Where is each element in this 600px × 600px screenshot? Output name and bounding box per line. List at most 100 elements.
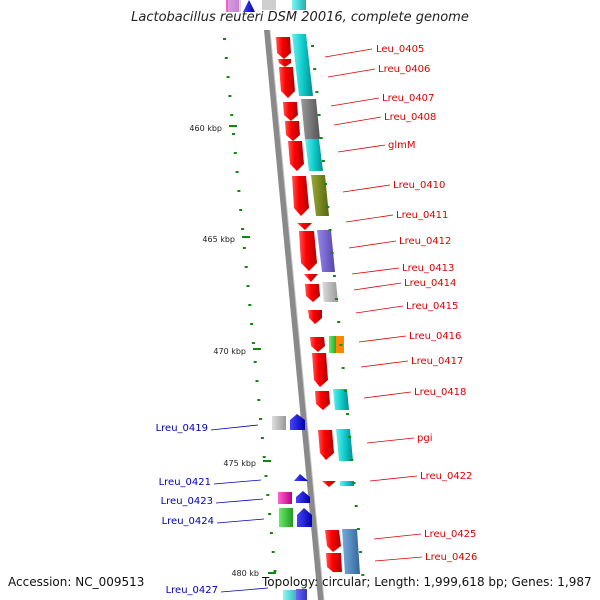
svg-text:470 kbp: 470 kbp bbox=[213, 347, 246, 356]
gene-0426-arrow bbox=[326, 553, 342, 572]
gene-label-0427[interactable]: Lreu_0427 bbox=[166, 585, 218, 596]
feature-top-cyan bbox=[292, 0, 306, 10]
forward-gene-labels: Leu_0405 Lreu_0406 Lreu_0407 Lreu_0408 g… bbox=[324, 44, 477, 563]
gene-0413-arrow bbox=[304, 274, 318, 282]
gene-label-0423[interactable]: Lreu_0423 bbox=[161, 496, 213, 507]
reverse-features bbox=[272, 414, 312, 600]
gc-skew-mark bbox=[346, 413, 349, 415]
gc-skew-mark bbox=[246, 285, 250, 287]
gene-label-0411[interactable]: Lreu_0411 bbox=[396, 210, 448, 221]
gc-skew-mark bbox=[269, 532, 273, 534]
gc-skew-mark bbox=[311, 45, 314, 47]
gc-skew-mark bbox=[223, 38, 226, 40]
gene-label-pgi[interactable]: pgi bbox=[417, 433, 432, 444]
gc-skew-mark bbox=[226, 76, 230, 78]
gc-skew-mark bbox=[273, 570, 277, 572]
gene-label-0418[interactable]: Lreu_0418 bbox=[414, 387, 466, 398]
gene-label-0410[interactable]: Lreu_0410 bbox=[393, 180, 445, 191]
gene-label-0413[interactable]: Lreu_0413 bbox=[402, 263, 454, 274]
scale-tick-480: 480 kb bbox=[231, 569, 276, 578]
gc-skew-mark bbox=[337, 321, 341, 323]
gc-skew-mark bbox=[324, 183, 328, 185]
svg-text:475 kbp: 475 kbp bbox=[223, 459, 256, 468]
gene-label-0424[interactable]: Lreu_0424 bbox=[162, 516, 214, 527]
gene-label-0408[interactable]: Lreu_0408 bbox=[384, 112, 436, 123]
gene-label-0422[interactable]: Lreu_0422 bbox=[420, 471, 472, 482]
gc-skew-mark bbox=[343, 390, 347, 392]
gc-skew-mark bbox=[354, 505, 358, 507]
gc-skew-mark bbox=[339, 344, 343, 346]
genome-backbone bbox=[264, 30, 324, 600]
gene-0411-arrow bbox=[297, 223, 312, 230]
gc-skew-mark bbox=[348, 436, 352, 438]
gc-skew-mark bbox=[352, 482, 356, 484]
gene-label-0415[interactable]: Lreu_0415 bbox=[406, 301, 458, 312]
gc-skew-mark bbox=[330, 252, 334, 254]
gene-label-0416[interactable]: Lreu_0416 bbox=[409, 331, 461, 342]
gc-skew-mark bbox=[268, 513, 272, 515]
gc-skew-mark bbox=[241, 228, 245, 230]
svg-text:480 kb: 480 kb bbox=[231, 569, 259, 578]
gene-label-glmM[interactable]: glmM bbox=[388, 140, 416, 151]
gc-skew-mark bbox=[259, 418, 263, 420]
scale-tick-460: 460 kbp bbox=[189, 124, 237, 133]
gene-0406-arrow bbox=[278, 59, 291, 67]
gc-skew-mark bbox=[326, 206, 330, 208]
gc-skew-mark bbox=[271, 551, 275, 553]
scale-tick-470: 470 kbp bbox=[213, 347, 261, 356]
accession-text: Accession: NC_009513 bbox=[8, 575, 145, 589]
gene-glmM-arrow bbox=[288, 141, 304, 171]
gc-skew-mark bbox=[321, 160, 325, 162]
gc-skew-mark bbox=[228, 95, 232, 97]
gene-label-0406[interactable]: Lreu_0406 bbox=[378, 64, 430, 75]
gene-label-0419[interactable]: Lreu_0419 bbox=[156, 423, 208, 434]
gc-skew-mark bbox=[237, 190, 241, 192]
gc-skew-mark bbox=[341, 367, 345, 369]
gene-label-0417[interactable]: Lreu_0417 bbox=[411, 356, 463, 367]
gene-label-0405[interactable]: Leu_0405 bbox=[376, 44, 424, 55]
gene-0408-arrow bbox=[285, 121, 300, 141]
gene-0406b-arrow bbox=[279, 67, 295, 98]
feature-top-gray bbox=[262, 0, 276, 10]
gc-skew-track bbox=[223, 38, 365, 576]
gene-0414-arrow bbox=[305, 284, 320, 302]
gc-skew-mark bbox=[260, 437, 264, 439]
gene-0412-arrow bbox=[299, 231, 317, 271]
gc-skew-mark bbox=[257, 399, 261, 401]
gc-skew-mark bbox=[244, 266, 248, 268]
gc-skew-mark bbox=[224, 57, 228, 59]
gene-label-0412[interactable]: Lreu_0412 bbox=[399, 236, 451, 247]
scale-tick-475: 475 kbp bbox=[223, 459, 271, 468]
gc-skew-mark bbox=[248, 304, 252, 306]
gene-label-0425[interactable]: Lreu_0425 bbox=[424, 529, 476, 540]
scale-tick-465: 465 kbp bbox=[202, 235, 250, 244]
gene-0407-arrow bbox=[283, 102, 298, 121]
gc-skew-mark bbox=[235, 171, 239, 173]
gene-label-0414[interactable]: Lreu_0414 bbox=[404, 278, 456, 289]
gc-skew-mark bbox=[328, 229, 332, 231]
feature-top-lavender bbox=[228, 0, 241, 12]
gc-skew-mark bbox=[242, 247, 246, 249]
gene-pgi-arrow bbox=[318, 430, 334, 460]
gc-skew-mark bbox=[319, 137, 323, 139]
gc-skew-mark bbox=[239, 209, 243, 211]
gene-0405-arrow bbox=[276, 37, 291, 59]
gene-0415-arrow bbox=[308, 310, 322, 324]
gene-label-0407[interactable]: Lreu_0407 bbox=[382, 93, 434, 104]
gc-skew-mark bbox=[335, 298, 338, 300]
cog-blocks bbox=[283, 34, 360, 600]
gene-0410-arrow bbox=[292, 176, 309, 216]
gc-skew-mark bbox=[264, 475, 268, 477]
gene-label-0421[interactable]: Lreu_0421 bbox=[159, 477, 211, 488]
gc-skew-mark bbox=[232, 133, 235, 135]
gc-skew-mark bbox=[233, 152, 237, 154]
svg-text:465 kbp: 465 kbp bbox=[202, 235, 235, 244]
gene-0417-arrow bbox=[312, 353, 328, 387]
gene-0425-arrow bbox=[325, 530, 341, 552]
arrow-top-reverse bbox=[243, 0, 255, 12]
gene-label-0426[interactable]: Lreu_0426 bbox=[425, 552, 477, 563]
gc-skew-mark bbox=[251, 342, 255, 344]
gc-skew-mark bbox=[315, 91, 319, 93]
gc-skew-mark bbox=[332, 275, 336, 277]
